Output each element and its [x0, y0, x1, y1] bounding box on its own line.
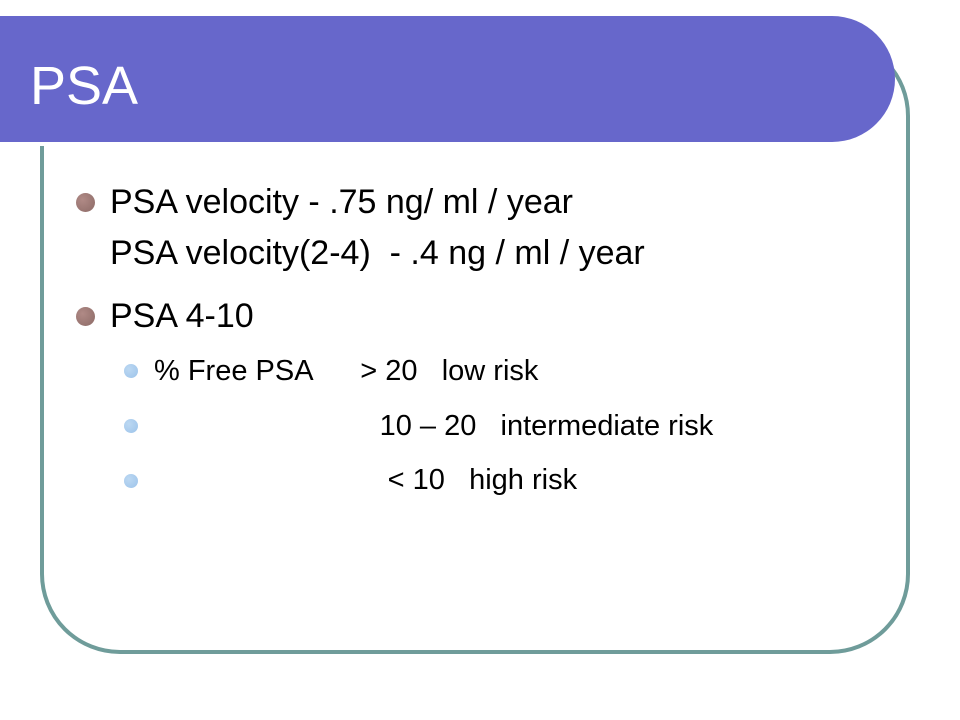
title-underline	[0, 142, 846, 146]
sub-bullet-intermediate-risk: 10 – 20 intermediate risk	[154, 410, 714, 442]
slide-title: PSA	[30, 56, 139, 116]
sub-bullet-dot-icon	[124, 419, 138, 433]
sub-bullet-low-risk: % Free PSA > 20 low risk	[154, 355, 539, 387]
title-bar: PSA	[0, 16, 895, 146]
bullet-dot-icon	[76, 307, 95, 326]
bullet-psa-velocity-2-4: PSA velocity(2-4) - .4 ng / ml / year	[110, 234, 645, 272]
bullet-dot-icon	[76, 193, 95, 212]
sub-bullet-high-risk: < 10 high risk	[154, 464, 578, 496]
bullet-psa-4-10: PSA 4-10	[110, 297, 254, 335]
bullet-psa-velocity: PSA velocity - .75 ng/ ml / year	[110, 183, 573, 221]
sub-bullet-dot-icon	[124, 364, 138, 378]
sub-bullet-dot-icon	[124, 474, 138, 488]
